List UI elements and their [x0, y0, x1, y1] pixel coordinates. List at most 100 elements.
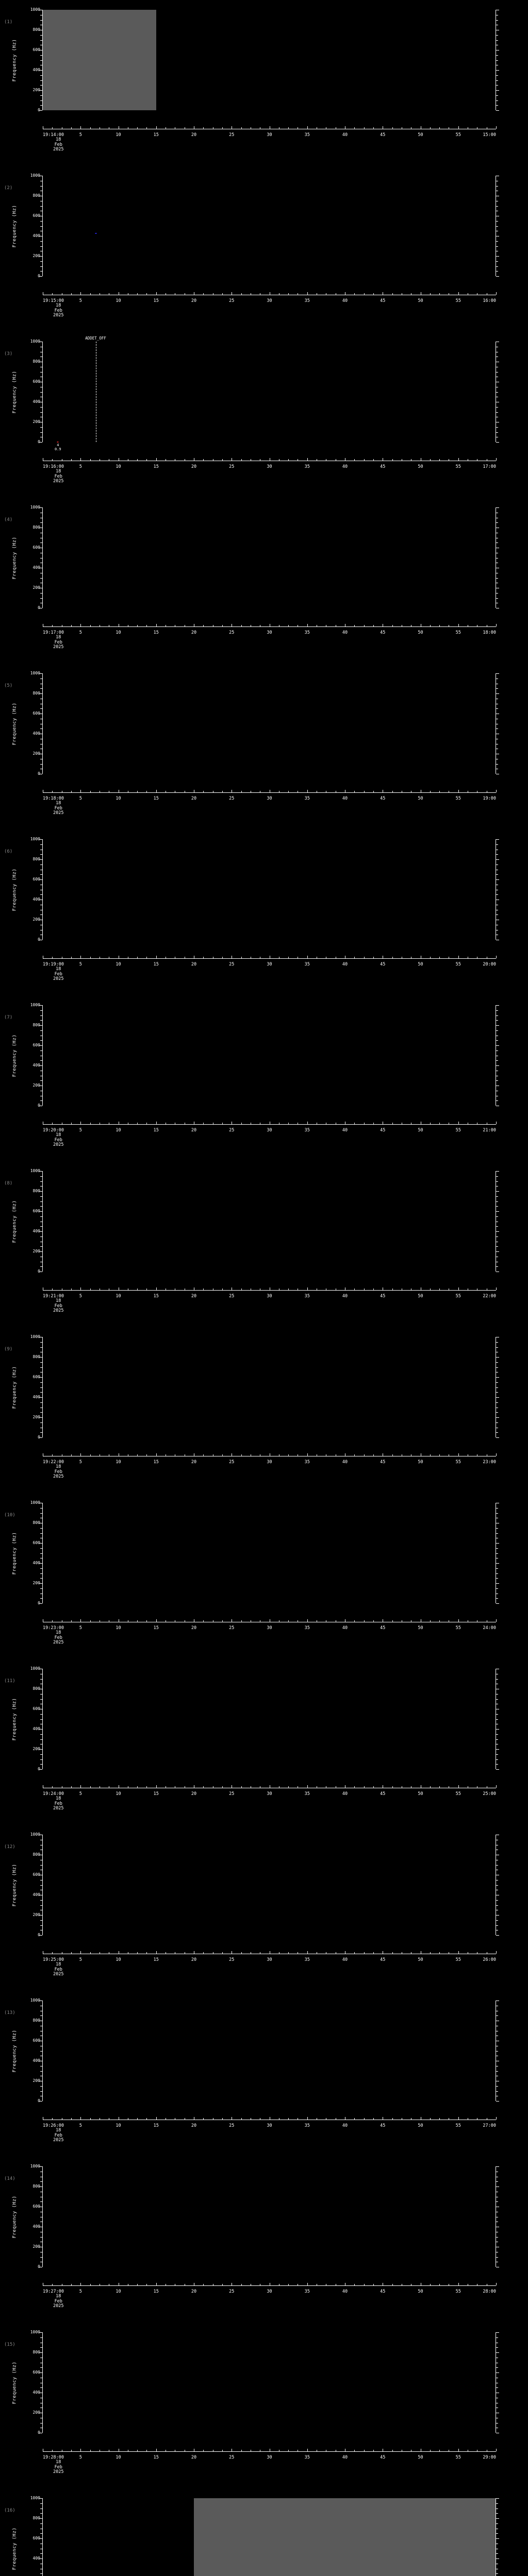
x-tick	[80, 126, 81, 129]
event-vline-label: ADDET_OFF	[85, 336, 106, 341]
x-tick	[354, 1289, 355, 1290]
y-tick-right	[496, 578, 498, 579]
x-tick-label: 25	[229, 1460, 235, 1465]
x-tick	[496, 1453, 497, 1456]
x-tick	[222, 625, 223, 626]
y-tick-right	[496, 1377, 499, 1378]
y-axis-title-text: Frequency (Hz)	[12, 2029, 18, 2072]
y-tick-label: 400	[32, 2390, 40, 2395]
x-axis-end-label: 28:00	[483, 2289, 496, 2294]
panel-1: (1) Frequency (Hz) 0 200 400 600 800 1000 19:14:…	[0, 0, 528, 166]
x-tick	[241, 1952, 242, 1954]
y-tick	[40, 1402, 42, 1403]
y-tick-label: 200	[32, 1581, 40, 1585]
x-tick	[392, 957, 393, 958]
plot-area	[43, 1503, 496, 1603]
y-tick-right	[496, 241, 498, 242]
x-tick-label: 40	[342, 1791, 348, 1797]
x-tick	[288, 2284, 289, 2285]
x-tick	[241, 1123, 242, 1124]
x-tick	[430, 791, 431, 792]
panel-5: (5) Frequency (Hz) 0 200 400 600 800 1000 19:18:…	[0, 664, 528, 829]
x-tick-label: 20	[191, 1625, 197, 1631]
x-tick-label: 10	[116, 1957, 121, 1962]
x-tick-label: 50	[418, 1294, 423, 1299]
x-tick-label: 10	[116, 962, 121, 967]
x-tick-label: 40	[342, 2455, 348, 2460]
x-tick	[439, 1786, 440, 1788]
x-axis-end-label: 15:00	[483, 132, 496, 138]
x-axis-end-label: 17:00	[483, 464, 496, 469]
y-tick	[40, 1920, 42, 1921]
x-tick	[354, 2118, 355, 2120]
x-tick-label: 25	[229, 464, 235, 469]
y-tick-label: 800	[32, 2018, 40, 2023]
y-axis-title: Frequency (Hz)	[11, 2498, 18, 2576]
y-tick	[40, 1387, 42, 1388]
y-tick-label: 400	[32, 897, 40, 902]
x-tick-label: 40	[342, 1957, 348, 1962]
x-tick-label: 50	[418, 464, 423, 469]
x-tick	[392, 127, 393, 129]
y-tick-label: 800	[32, 2350, 40, 2354]
y-tick	[40, 1040, 42, 1041]
x-axis-date-label: 18 Feb 2025	[53, 1962, 64, 1977]
x-axis-date-label: 18 Feb 2025	[53, 1298, 64, 1313]
panel-11: (11) Frequency (Hz) 0 200 400 600 800 1000 19:24…	[0, 1659, 528, 1825]
y-tick	[40, 1367, 42, 1368]
y-tick-right	[496, 266, 498, 267]
y-tick-right	[496, 1216, 498, 1217]
y-tick	[40, 598, 42, 599]
y-tick	[40, 2050, 42, 2052]
y-tick	[40, 1885, 42, 1886]
y-tick-right	[496, 110, 499, 111]
x-tick-label: 45	[380, 1128, 386, 1133]
y-tick-right	[496, 246, 498, 247]
y-tick	[40, 20, 42, 21]
x-tick	[354, 2450, 355, 2451]
y-tick	[40, 2015, 42, 2016]
x-tick	[288, 2450, 289, 2451]
y-tick	[39, 1065, 42, 1066]
y-tick-label: 600	[32, 2370, 40, 2375]
y-tick	[39, 693, 42, 694]
x-tick-label: 15	[153, 962, 159, 967]
y-tick-right	[496, 688, 498, 689]
x-tick	[364, 2450, 365, 2451]
x-tick	[392, 1952, 393, 1954]
y-tick-right	[496, 90, 499, 91]
x-tick-label: 5	[79, 2123, 82, 2128]
y-tick-right	[496, 879, 499, 880]
x-tick	[288, 791, 289, 792]
x-tick	[52, 957, 53, 958]
y-tick	[40, 85, 42, 86]
y-tick	[39, 1231, 42, 1232]
y-tick	[40, 844, 42, 845]
x-axis-end-label: 24:00	[483, 1625, 496, 1631]
y-tick-right	[496, 2071, 498, 2072]
y-tick-right	[496, 1186, 498, 1187]
x-tick	[439, 957, 440, 958]
x-axis-start-label: 19:27:00	[43, 2289, 64, 2294]
x-tick	[439, 1123, 440, 1124]
x-tick	[373, 1289, 374, 1290]
y-tick-label: 200	[32, 917, 40, 922]
x-tick	[430, 1123, 431, 1124]
x-tick-label: 20	[191, 1460, 197, 1465]
y-tick-right	[496, 1100, 498, 1101]
y-tick-label: 400	[32, 1395, 40, 1399]
x-tick-label: 5	[79, 1625, 82, 1631]
y-tick	[40, 412, 42, 413]
y-tick-right	[496, 2498, 499, 2499]
y-tick	[40, 2523, 42, 2524]
x-tick-label: 35	[304, 1791, 310, 1797]
y-tick-label: 200	[32, 88, 40, 92]
x-axis-end-label: 26:00	[483, 1957, 496, 1962]
x-tick-label: 50	[418, 796, 423, 801]
y-tick	[40, 1196, 42, 1197]
panel-number: (1)	[4, 20, 13, 25]
x-tick-label: 55	[455, 796, 461, 801]
x-tick	[430, 127, 431, 129]
y-tick-right	[496, 1236, 498, 1237]
y-tick-right	[496, 1382, 498, 1383]
